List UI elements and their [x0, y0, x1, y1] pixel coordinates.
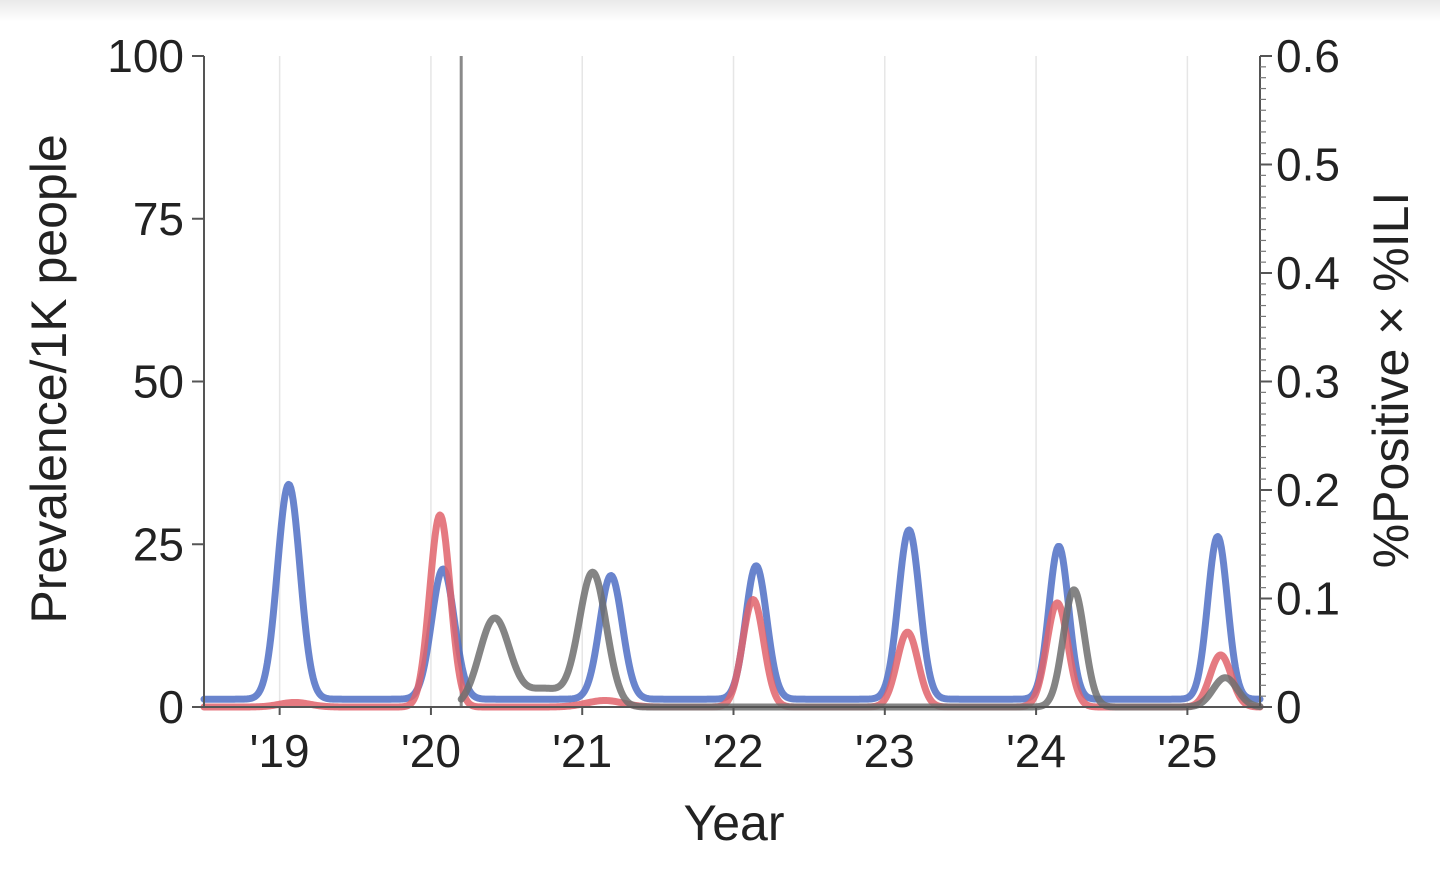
x-tick-label-25: '25 — [1157, 725, 1217, 777]
series-line-blue — [200, 480, 1264, 703]
x-tick-label-23: '23 — [855, 725, 915, 777]
grid-layer — [278, 56, 1189, 707]
y-tick-label-left-0: 0 — [158, 681, 184, 733]
series-line-red — [200, 511, 1264, 711]
y-tick-label-right-0.4: 0.4 — [1276, 247, 1340, 299]
y-tick-label-right-0.3: 0.3 — [1276, 356, 1340, 408]
series-layer — [200, 480, 1264, 711]
y-tick-label-left-25: 25 — [133, 518, 184, 570]
y-tick-label-right-0.6: 0.6 — [1276, 30, 1340, 82]
y-tick-label-right-0.5: 0.5 — [1276, 139, 1340, 191]
x-tick-label-22: '22 — [704, 725, 764, 777]
y-tick-label-left-100: 100 — [107, 30, 184, 82]
y-tick-label-right-0.1: 0.1 — [1276, 573, 1340, 625]
y-tick-label-right-0: 0 — [1276, 681, 1302, 733]
axis-layer: 0 25 50 75 100 0 0.1 0.2 0.3 0.4 0.5 0.6 '19 '20 '21 '2… — [107, 30, 1340, 777]
series-line-gray — [457, 568, 1264, 711]
x-tick-label-19: '19 — [250, 725, 310, 777]
x-tick-label-24: '24 — [1006, 725, 1066, 777]
top-strip — [0, 0, 1440, 22]
x-tick-label-20: '20 — [401, 725, 461, 777]
y-tick-label-left-50: 50 — [133, 356, 184, 408]
y-tick-label-left-75: 75 — [133, 193, 184, 245]
y-axis-title-right: %Positive × %ILI — [1363, 192, 1419, 569]
x-tick-label-21: '21 — [552, 725, 612, 777]
x-axis-title: Year — [683, 795, 784, 851]
y-axis-title: Prevalence/1K people — [21, 134, 77, 623]
y-tick-label-right-0.2: 0.2 — [1276, 464, 1340, 516]
